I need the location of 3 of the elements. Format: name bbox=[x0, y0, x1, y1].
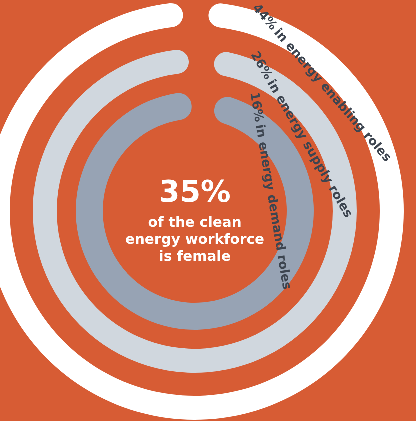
text: of the clean energy workforce is female bbox=[125, 215, 265, 265]
data-label: 16% bbox=[248, 91, 268, 124]
text: 35% bbox=[159, 175, 231, 210]
